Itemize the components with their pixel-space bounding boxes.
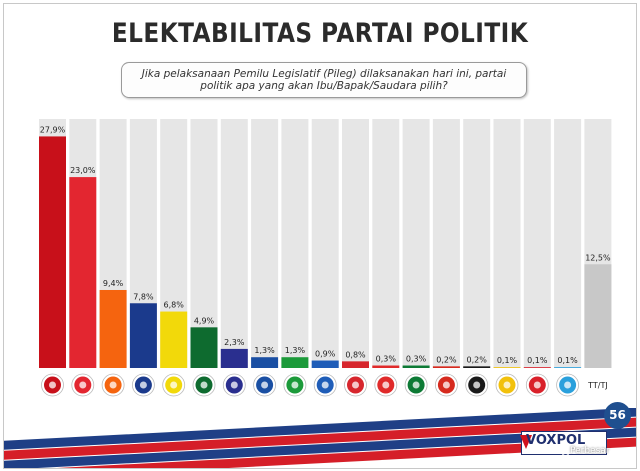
bar [523, 367, 551, 368]
data-label: 4,9% [194, 316, 215, 325]
bar [463, 366, 491, 368]
data-label: 0,1% [527, 356, 548, 365]
bar [190, 327, 218, 368]
bar [432, 366, 460, 368]
pan-sun-icon [313, 373, 337, 397]
perindo-emblem-icon [253, 373, 277, 397]
bar-background [432, 119, 460, 368]
data-label: 6,8% [164, 301, 185, 310]
bar [402, 365, 430, 368]
zoom-icon[interactable] [561, 447, 570, 456]
data-label: 0,9% [315, 350, 336, 359]
bar [372, 365, 400, 368]
psi-rose-icon [374, 373, 398, 397]
data-label: 0,3% [406, 355, 427, 364]
bar-background [463, 119, 491, 368]
bar [584, 264, 612, 368]
data-label: 0,8% [345, 350, 366, 359]
bar-background [554, 119, 582, 368]
bar-chart: 27,9% 23,0% 9,4% 7,8% 6,8% 4,9% 2,3% 1,3% 1,3% 0,… [39, 119, 612, 397]
page-number-badge: 56 [604, 402, 631, 429]
data-label: 0,1% [497, 356, 518, 365]
survey-question-box: Jika pelaksanaan Pemilu Legislatif (Pile… [121, 62, 527, 98]
pdip-bull-icon [71, 373, 95, 397]
ppp-kaaba-icon [192, 373, 216, 397]
infographic-frame: ELEKTABILITAS PARTAI POLITIK Jika pelaks… [3, 3, 637, 469]
pkp-emblem-icon [495, 373, 519, 397]
bar-background [251, 119, 279, 368]
bar [554, 367, 582, 368]
data-label: 0,2% [436, 355, 457, 364]
bar [99, 289, 127, 368]
data-label: 12,5% [585, 253, 611, 262]
perbesar-link[interactable]: Perbesar [570, 446, 610, 456]
demokrat-star-icon [222, 373, 246, 397]
category-label: TT/TJ [587, 381, 608, 390]
bar-background [402, 119, 430, 368]
data-label: 7,8% [133, 292, 154, 301]
pks-emblem-icon [525, 373, 549, 397]
pkb-emblem-icon [101, 373, 125, 397]
bar [39, 136, 66, 368]
data-label: 0,3% [376, 355, 397, 364]
bar [493, 367, 521, 368]
bar-background [220, 119, 248, 368]
voxpol-logo-text: VOXPOL [526, 433, 586, 448]
bar [129, 303, 157, 368]
bar [311, 360, 339, 368]
bar [342, 361, 369, 368]
pbb-crescent-icon [404, 373, 428, 397]
bar [251, 357, 279, 368]
bar-background [190, 119, 218, 368]
data-label: 9,4% [103, 279, 124, 288]
hanura-emblem-icon [283, 373, 307, 397]
pkpi-star-icon [465, 373, 489, 397]
page-title: ELEKTABILITAS PARTAI POLITIK [111, 18, 529, 49]
nasdem-emblem-icon [131, 373, 155, 397]
data-label: 23,0% [70, 166, 96, 175]
bar-background [493, 119, 521, 368]
bar-background [342, 119, 369, 368]
data-label: 1,3% [254, 346, 275, 355]
data-label: 0,2% [467, 355, 488, 364]
bar-background [311, 119, 339, 368]
bar [281, 357, 309, 368]
data-label: 27,9% [40, 125, 66, 134]
survey-question-text: Jika pelaksanaan Pemilu Legislatif (Pile… [141, 68, 507, 92]
bar-background [281, 119, 309, 368]
voxpol-check-icon [520, 435, 532, 449]
berkarya-emblem-icon [344, 373, 367, 397]
garuda-party-icon [434, 373, 458, 397]
bar [69, 177, 97, 368]
data-label: 0,1% [557, 356, 578, 365]
bar-background [372, 119, 400, 368]
bar [220, 348, 248, 368]
bar-background [523, 119, 551, 368]
bar [160, 311, 188, 368]
data-label: 1,3% [285, 346, 306, 355]
data-label: 2,3% [224, 338, 245, 347]
gerindra-garuda-icon [41, 373, 64, 397]
partai-emblem-icon [556, 373, 579, 397]
golkar-tree-icon [162, 373, 186, 397]
